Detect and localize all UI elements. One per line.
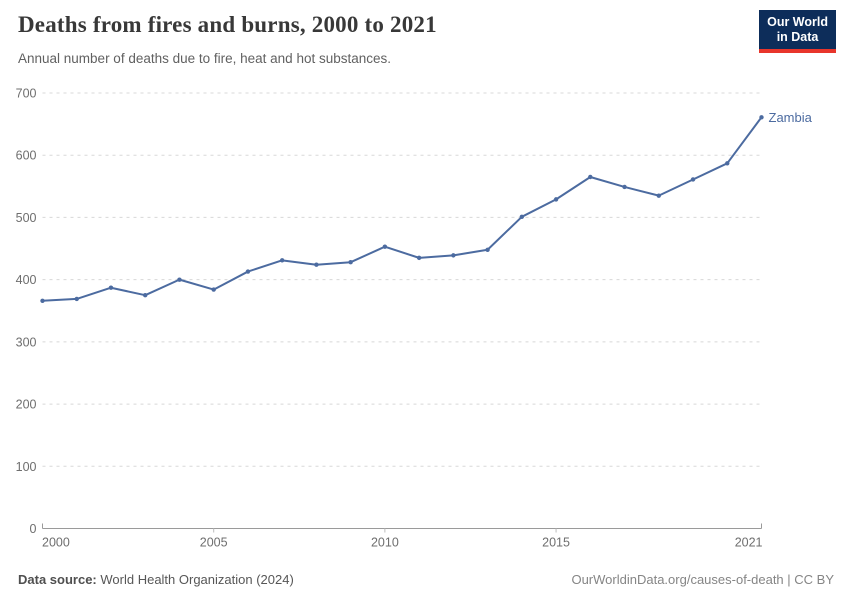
y-tick-label: 500 xyxy=(16,211,37,225)
data-point xyxy=(279,258,285,263)
data-point xyxy=(725,161,730,166)
data-point xyxy=(348,260,353,265)
owid-logo-line2: in Data xyxy=(776,30,819,44)
credit-link[interactable]: OurWorldinData.org/causes-of-death | CC … xyxy=(571,572,834,587)
chart-subtitle: Annual number of deaths due to fire, hea… xyxy=(18,51,392,66)
x-tick-label: 2000 xyxy=(42,536,70,550)
page-title: Deaths from fires and burns, 2000 to 202… xyxy=(18,12,437,37)
owid-logo-line1: Our World xyxy=(767,15,828,29)
data-point xyxy=(416,255,422,261)
y-tick-label: 700 xyxy=(16,87,37,101)
data-point xyxy=(211,287,216,292)
chart-footer: Data source: World Health Organization (… xyxy=(18,572,834,587)
data-source-value: World Health Organization (2024) xyxy=(100,572,294,587)
data-point xyxy=(177,277,182,282)
data-point xyxy=(519,214,525,220)
x-tick-label: 2005 xyxy=(200,536,228,550)
data-point xyxy=(382,244,388,249)
y-tick-label: 600 xyxy=(16,149,37,163)
data-point xyxy=(451,253,456,258)
data-point xyxy=(108,285,114,290)
data-point xyxy=(656,193,661,198)
data-point xyxy=(553,197,559,202)
y-tick-label: 300 xyxy=(16,335,37,349)
series-label: Zambia xyxy=(769,110,813,125)
data-source: Data source: World Health Organization (… xyxy=(18,572,294,587)
x-tick-label: 2015 xyxy=(542,536,570,550)
owid-logo: Our World in Data xyxy=(759,10,836,53)
data-point xyxy=(588,174,593,180)
y-tick-label: 100 xyxy=(16,460,37,474)
data-point xyxy=(690,177,696,182)
data-point xyxy=(143,292,148,298)
series-line-zambia xyxy=(41,116,763,302)
x-tick-label: 2010 xyxy=(371,536,399,550)
data-point xyxy=(759,115,764,120)
data-point xyxy=(74,296,79,302)
x-tick-label: 2021 xyxy=(735,536,763,550)
y-tick-label: 0 xyxy=(30,522,37,536)
data-point xyxy=(314,262,319,267)
data-source-label: Data source: xyxy=(18,572,97,587)
y-tick-label: 200 xyxy=(16,398,37,412)
data-point xyxy=(485,247,490,252)
y-tick-label: 400 xyxy=(16,273,37,287)
data-point xyxy=(622,184,627,190)
data-point xyxy=(40,298,45,303)
data-point xyxy=(245,269,251,274)
